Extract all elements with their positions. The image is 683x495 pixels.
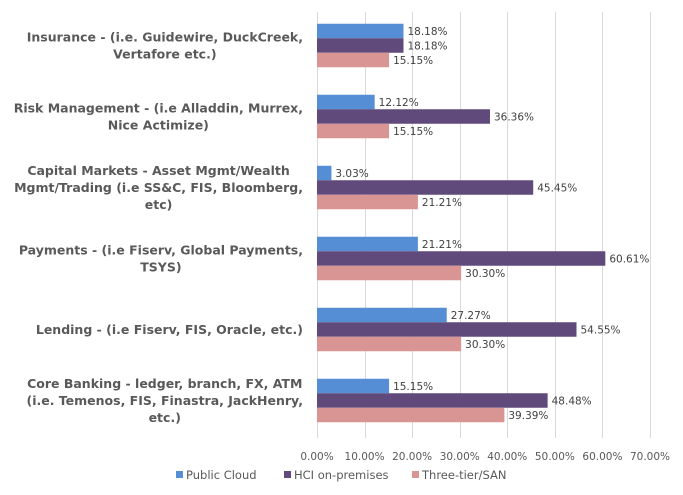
bar-three-tier-san xyxy=(317,336,462,352)
bar-public-cloud xyxy=(317,23,404,39)
bar-public-cloud xyxy=(317,94,375,110)
legend-swatch xyxy=(412,471,419,478)
data-label: 18.18% xyxy=(407,26,447,38)
category-label-line: Payments - (i.e Fiserv, Global Payments, xyxy=(19,243,303,258)
data-label: 39.39% xyxy=(508,410,548,422)
category-label-line: TSYS) xyxy=(140,260,181,275)
category-label-line: Lending - (i.e Fiserv, FIS, Oracle, etc.… xyxy=(36,322,303,337)
x-tick-label: 0.00% xyxy=(300,451,333,463)
bar-public-cloud xyxy=(317,165,332,181)
category-label-line: Risk Management - (i.e Alladdin, Murrex, xyxy=(14,101,303,116)
data-label: 21.21% xyxy=(422,239,462,251)
data-label: 21.21% xyxy=(422,197,462,209)
data-label: 15.15% xyxy=(393,55,433,67)
category-label-line: Nice Actimize) xyxy=(108,118,209,133)
bar-three-tier-san xyxy=(317,52,390,68)
bar-hci-on-premises xyxy=(317,38,404,53)
data-label: 48.48% xyxy=(552,396,592,408)
bar-public-cloud xyxy=(317,307,447,323)
gridlines xyxy=(317,12,651,438)
legend-label: Public Cloud xyxy=(186,468,257,482)
category-label-line: Insurance - (i.e. Guidewire, DuckCreek, xyxy=(27,30,303,45)
bar-three-tier-san xyxy=(317,123,390,139)
bar-three-tier-san xyxy=(317,265,462,281)
x-axis-tick-labels: 0.00% 10.00% 20.00% 30.00% 40.00% 50.00% 60.00… xyxy=(300,451,670,463)
data-label: 18.18% xyxy=(407,41,447,53)
data-label: 27.27% xyxy=(451,310,491,322)
bar-public-cloud xyxy=(317,236,418,252)
x-tick-label: 10.00% xyxy=(345,451,385,463)
category-label: Lending - (i.e Fiserv, FIS, Oracle, etc.… xyxy=(36,322,303,337)
x-tick-label: 30.00% xyxy=(440,451,480,463)
x-tick-label: 50.00% xyxy=(535,451,575,463)
data-label: 3.03% xyxy=(335,168,368,180)
bar-three-tier-san xyxy=(317,407,505,423)
category-label: Insurance - (i.e. Guidewire, DuckCreek, V… xyxy=(27,30,303,62)
bar-hci-on-premises xyxy=(317,251,606,266)
x-tick-label: 70.00% xyxy=(630,451,670,463)
legend-label: Three-tier/SAN xyxy=(421,468,506,482)
bar-public-cloud xyxy=(317,378,390,394)
category-label-line: (i.e. Temenos, FIS, Finastra, JackHenry, xyxy=(26,393,303,408)
data-label: 15.15% xyxy=(393,381,433,393)
category-labels: Insurance - (i.e. Guidewire, DuckCreek, V… xyxy=(14,30,303,426)
legend-label: HCI on-premises xyxy=(294,468,389,482)
bar-three-tier-san xyxy=(317,194,418,210)
data-label: 60.61% xyxy=(609,254,649,266)
category-label-line: etc) xyxy=(145,197,173,212)
category-label: Capital Markets - Asset Mgmt/Wealth Mgmt/… xyxy=(14,163,303,212)
data-label: 15.15% xyxy=(393,126,433,138)
data-label: 30.30% xyxy=(465,339,505,351)
x-tick-label: 60.00% xyxy=(582,451,622,463)
data-label: 36.36% xyxy=(494,112,534,124)
data-label: 54.55% xyxy=(581,325,621,337)
category-label-line: Capital Markets - Asset Mgmt/Wealth xyxy=(27,163,289,178)
bar-hci-on-premises xyxy=(317,180,534,195)
legend: Public Cloud HCI on-premises Three-tier/SA… xyxy=(176,468,506,482)
bar-hci-on-premises xyxy=(317,393,548,408)
legend-swatch xyxy=(176,471,183,478)
bar-hci-on-premises xyxy=(317,109,490,124)
category-label-line: Mgmt/Trading (i.e SS&C, FIS, Bloomberg, xyxy=(14,180,303,195)
category-label-line: etc.) xyxy=(149,410,181,425)
category-label-line: Core Banking - ledger, branch, FX, ATM xyxy=(27,376,302,391)
category-label: Core Banking - ledger, branch, FX, ATM (i… xyxy=(26,376,303,425)
bars: 18.18% 18.18% 15.15% 12.12% 36.36% 15.15% 3.03… xyxy=(317,23,649,423)
category-label: Risk Management - (i.e Alladdin, Murrex,… xyxy=(14,101,303,133)
category-label-line: Vertafore etc.) xyxy=(113,47,216,62)
data-label: 45.45% xyxy=(537,183,577,195)
category-label: Payments - (i.e Fiserv, Global Payments,… xyxy=(19,243,303,275)
bar-hci-on-premises xyxy=(317,322,577,337)
x-tick-label: 20.00% xyxy=(392,451,432,463)
legend-swatch xyxy=(284,471,291,478)
data-label: 12.12% xyxy=(379,97,419,109)
x-tick-label: 40.00% xyxy=(487,451,527,463)
data-label: 30.30% xyxy=(465,268,505,280)
